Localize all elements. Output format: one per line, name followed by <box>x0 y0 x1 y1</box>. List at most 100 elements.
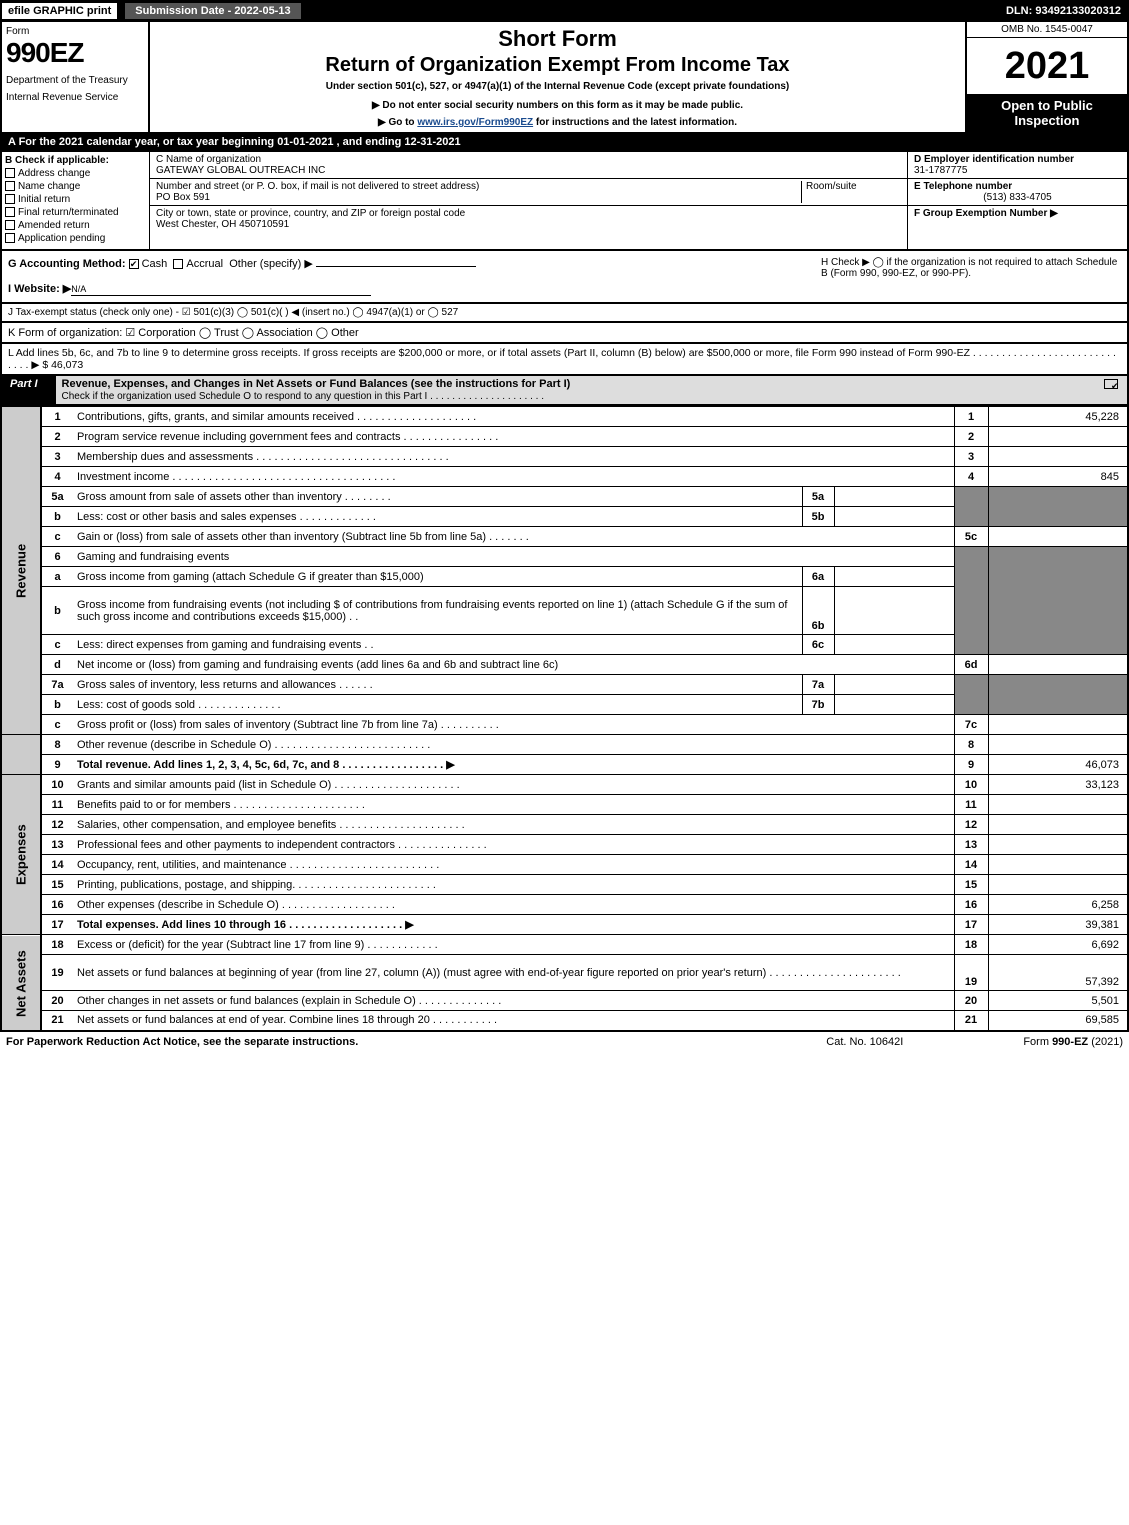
line-13-rnum: 13 <box>954 835 988 855</box>
form-number: 990EZ <box>6 37 144 69</box>
line-10-value: 33,123 <box>988 775 1128 795</box>
line-12-num: 12 <box>41 815 73 835</box>
line-17-value: 39,381 <box>988 915 1128 935</box>
line-4-value: 845 <box>988 467 1128 487</box>
chk-pending-label: Application pending <box>18 233 105 244</box>
line-6c-num: c <box>41 635 73 655</box>
line-6d-value <box>988 655 1128 675</box>
line-13-value <box>988 835 1128 855</box>
chk-address[interactable]: Address change <box>5 168 146 179</box>
header-right: OMB No. 1545-0047 2021 Open to Public In… <box>967 22 1127 132</box>
line-13-desc: Professional fees and other payments to … <box>73 835 954 855</box>
i-label: I Website: ▶ <box>8 283 71 295</box>
line-5a-desc: Gross amount from sale of assets other t… <box>73 487 802 507</box>
section-b-thru-f: B Check if applicable: Address change Na… <box>0 152 1129 251</box>
line-5c-value <box>988 527 1128 547</box>
line-2-value <box>988 427 1128 447</box>
part-i-title-text: Revenue, Expenses, and Changes in Net As… <box>62 378 571 390</box>
part-i-num: Part I <box>2 376 56 404</box>
line-2-desc: Program service revenue including govern… <box>73 427 954 447</box>
line-1-rnum: 1 <box>954 407 988 427</box>
line-6b-num: b <box>41 587 73 635</box>
col-d-e-f: D Employer identification number 31-1787… <box>907 152 1127 249</box>
website-input[interactable]: N/A <box>71 283 371 296</box>
chk-initial[interactable]: Initial return <box>5 194 146 205</box>
line-7b-subnum: 7b <box>802 695 834 715</box>
form-header: Form 990EZ Department of the Treasury In… <box>0 22 1129 134</box>
g-label: G Accounting Method: <box>8 258 126 270</box>
goto-post: for instructions and the latest informat… <box>533 117 737 128</box>
line-3-value <box>988 447 1128 467</box>
line-18-num: 18 <box>41 935 73 955</box>
line-20-value: 5,501 <box>988 991 1128 1011</box>
line-6-grey-val <box>988 547 1128 655</box>
line-6b-desc: Gross income from fundraising events (no… <box>73 587 802 635</box>
line-8-value <box>988 735 1128 755</box>
line-5c-rnum: 5c <box>954 527 988 547</box>
line-17-desc: Total expenses. Add lines 10 through 16 … <box>73 915 954 935</box>
sched-b-check: H Check ▶ ◯ if the organization is not r… <box>821 257 1121 296</box>
line-7c-rnum: 7c <box>954 715 988 735</box>
org-name-row: C Name of organization GATEWAY GLOBAL OU… <box>150 152 907 179</box>
col-c-org-info: C Name of organization GATEWAY GLOBAL OU… <box>150 152 907 249</box>
chk-name[interactable]: Name change <box>5 181 146 192</box>
line-18-value: 6,692 <box>988 935 1128 955</box>
line-11-value <box>988 795 1128 815</box>
line-9-num: 9 <box>41 755 73 775</box>
chk-final[interactable]: Final return/terminated <box>5 207 146 218</box>
line-5c-desc: Gain or (loss) from sale of assets other… <box>73 527 954 547</box>
dln: DLN: 93492133020312 <box>998 3 1129 19</box>
line-7ab-grey <box>954 675 988 715</box>
line-7c-num: c <box>41 715 73 735</box>
line-5b-subnum: 5b <box>802 507 834 527</box>
line-10-num: 10 <box>41 775 73 795</box>
group-label: F Group Exemption Number ▶ <box>914 208 1058 219</box>
chk-pending[interactable]: Application pending <box>5 233 146 244</box>
header-left: Form 990EZ Department of the Treasury In… <box>2 22 150 132</box>
line-6a-subnum: 6a <box>802 567 834 587</box>
org-name-value: GATEWAY GLOBAL OUTREACH INC <box>156 165 325 176</box>
chk-cash[interactable] <box>129 259 139 269</box>
line-5b-subval <box>834 507 954 527</box>
line-4-num: 4 <box>41 467 73 487</box>
line-7c-value <box>988 715 1128 735</box>
form-ref-bold: 990-EZ <box>1052 1036 1088 1048</box>
line-2-num: 2 <box>41 427 73 447</box>
org-name-label: C Name of organization <box>156 154 261 165</box>
irs-link[interactable]: www.irs.gov/Form990EZ <box>417 117 533 128</box>
line-15-value <box>988 875 1128 895</box>
org-city-label: City or town, state or province, country… <box>156 208 465 219</box>
row-k-org-form: K Form of organization: ☑ Corporation ◯ … <box>0 323 1129 344</box>
chk-final-label: Final return/terminated <box>18 207 119 218</box>
line-16-num: 16 <box>41 895 73 915</box>
other-input[interactable] <box>316 266 476 267</box>
line-1-num: 1 <box>41 407 73 427</box>
line-3-num: 3 <box>41 447 73 467</box>
line-6c-subval <box>834 635 954 655</box>
line-9-value: 46,073 <box>988 755 1128 775</box>
line-6a-subval <box>834 567 954 587</box>
chk-accrual[interactable] <box>173 259 183 269</box>
line-5ab-grey-val <box>988 487 1128 527</box>
line-15-desc: Printing, publications, postage, and shi… <box>73 875 954 895</box>
line-9-desc: Total revenue. Add lines 1, 2, 3, 4, 5c,… <box>73 755 954 775</box>
line-7b-subval <box>834 695 954 715</box>
line-10-desc: Grants and similar amounts paid (list in… <box>73 775 954 795</box>
form-word: Form <box>6 26 144 37</box>
line-10-rnum: 10 <box>954 775 988 795</box>
line-11-desc: Benefits paid to or for members . . . . … <box>73 795 954 815</box>
website-value: N/A <box>71 284 86 294</box>
chk-name-label: Name change <box>18 181 80 192</box>
form-ref: Form 990-EZ (2021) <box>1023 1036 1123 1048</box>
line-21-rnum: 21 <box>954 1011 988 1031</box>
line-5ab-grey <box>954 487 988 527</box>
part-i-checkbox[interactable] <box>1098 376 1127 404</box>
line-8-rnum: 8 <box>954 735 988 755</box>
chk-amended[interactable]: Amended return <box>5 220 146 231</box>
line-18-desc: Excess or (deficit) for the year (Subtra… <box>73 935 954 955</box>
line-19-num: 19 <box>41 955 73 991</box>
line-14-value <box>988 855 1128 875</box>
ein-label: D Employer identification number <box>914 154 1074 165</box>
goto-instructions: ▶ Go to www.irs.gov/Form990EZ for instru… <box>158 117 957 128</box>
line-16-desc: Other expenses (describe in Schedule O) … <box>73 895 954 915</box>
